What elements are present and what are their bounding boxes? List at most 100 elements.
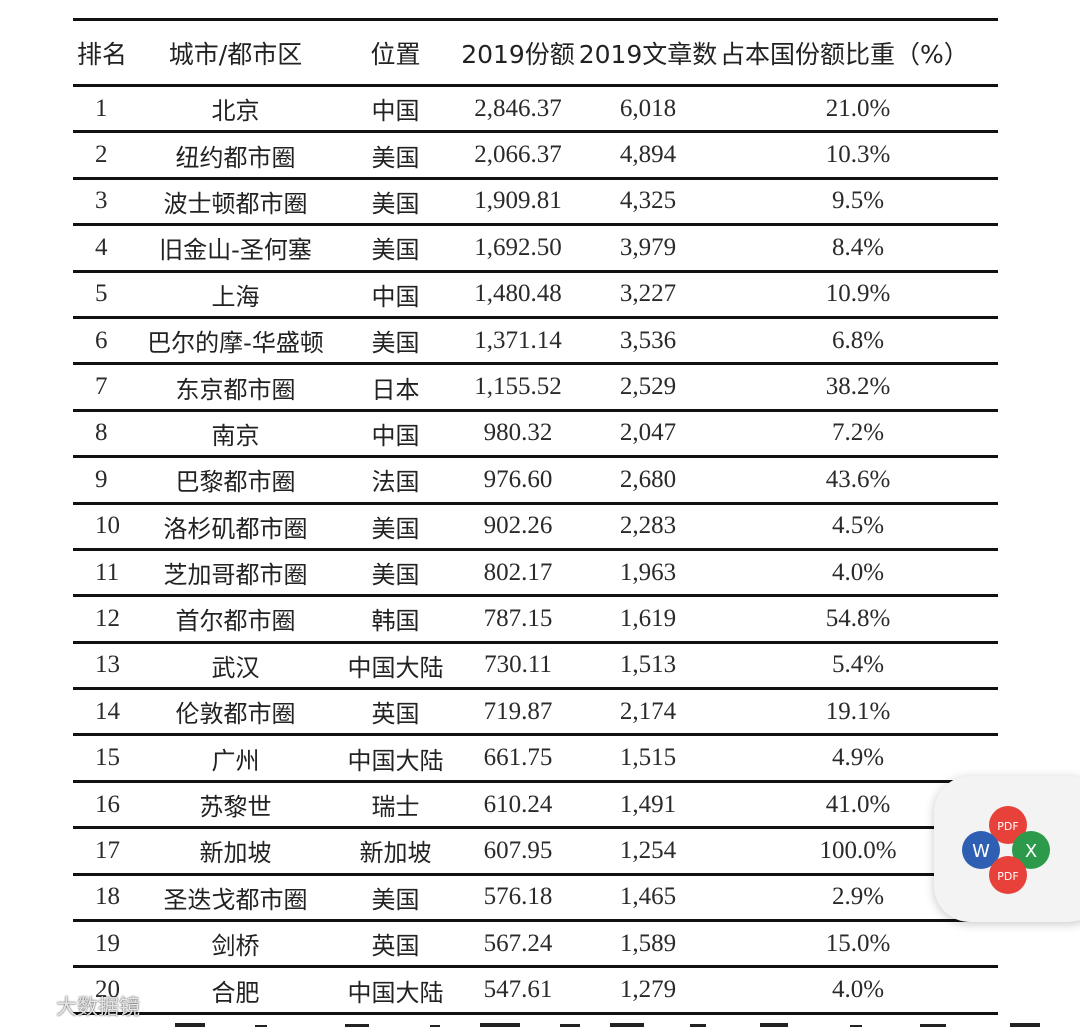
header-row: 排名 城市/都市区 位置 2019份额 2019文章数 占本国份额比重（%） xyxy=(73,19,998,86)
ranking-table: 排名 城市/都市区 位置 2019份额 2019文章数 占本国份额比重（%） 1… xyxy=(73,18,998,1015)
pdf-label: PDF xyxy=(997,820,1018,833)
table-row: 14 伦敦都市圈 英国 719.87 2,174 19.1% xyxy=(73,689,998,735)
rank-cell: 7 xyxy=(95,373,108,401)
table-row: 16 苏黎世 瑞士 610.24 1,491 41.0% xyxy=(73,781,998,828)
table-row: 12 首尔都市圈 韩国 787.15 1,619 54.8% xyxy=(73,596,998,643)
national-share-pct-cell: 100.0% xyxy=(819,836,897,864)
articles-2019-cell: 4,894 xyxy=(619,141,677,169)
rank-cell: 4 xyxy=(95,233,108,261)
next-page-cutoff xyxy=(0,1016,1080,1027)
watermark-logo-icon xyxy=(8,995,47,1015)
share-2019-cell: 567.24 xyxy=(483,929,553,957)
rank-cell: 18 xyxy=(95,883,120,911)
national-share-pct-cell: 4.0% xyxy=(831,976,885,1004)
national-share-pct-cell: 8.4% xyxy=(831,233,885,261)
city-cell: 苏黎世 xyxy=(199,793,272,822)
table-body: 1 北京 中国 2,846.37 6,018 21.0% 2 纽约都市圈美国 2,066.37 4… xyxy=(73,86,998,1014)
doc-converter-icons: PDF W X PDF xyxy=(962,806,1050,894)
location-cell: 美国 xyxy=(371,561,420,590)
doc-converter-widget[interactable]: PDF W X PDF xyxy=(934,776,1080,922)
location-cell: 美国 xyxy=(371,189,420,218)
national-share-pct-cell: 19.1% xyxy=(825,697,891,725)
articles-2019-cell: 4,325 xyxy=(619,187,677,215)
articles-2019-cell: 1,491 xyxy=(619,790,677,818)
share-2019-cell: 1,155.52 xyxy=(474,373,562,401)
location-cell: 英国 xyxy=(371,932,420,961)
table-row: 20 合肥 中国大陆 547.61 1,279 4.0% xyxy=(73,967,998,1014)
national-share-pct-cell: 4.5% xyxy=(831,512,885,540)
national-share-pct-cell: 7.2% xyxy=(831,419,885,447)
table-row: 4 旧金山-圣何塞 美国 1,692.50 3,979 8.4% xyxy=(73,225,998,272)
location-cell: 新加坡 xyxy=(359,839,432,868)
articles-2019-cell: 2,529 xyxy=(619,373,677,401)
location-cell: 法国 xyxy=(371,468,420,497)
city-cell: 上海 xyxy=(211,282,260,311)
share-2019-cell: 607.95 xyxy=(483,836,553,864)
share-2019-cell: 1,909.81 xyxy=(474,187,562,215)
word-icon: W xyxy=(962,831,1000,869)
pdf-icon: PDF xyxy=(989,806,1027,844)
location-cell: 美国 xyxy=(371,236,420,265)
articles-2019-cell: 1,619 xyxy=(619,604,677,632)
rank-cell: 2 xyxy=(95,141,108,169)
location-cell: 中国 xyxy=(371,421,420,450)
city-cell: 北京 xyxy=(211,97,260,126)
table-row: 2 纽约都市圈 美国 2,066.37 4,894 10.3% xyxy=(73,132,998,179)
city-cell: 伦敦都市圈 xyxy=(175,700,296,729)
header-share-2019: 2019份额 xyxy=(461,39,575,69)
word-label: W xyxy=(972,841,990,862)
location-cell: 英国 xyxy=(371,700,420,729)
header-national-share-pct: 占本国份额比重（%） xyxy=(720,39,969,69)
header-location: 位置 xyxy=(370,39,421,69)
location-cell: 中国大陆 xyxy=(347,978,444,1007)
pdf-label: PDF xyxy=(997,870,1018,883)
share-2019-cell: 1,480.48 xyxy=(474,280,562,308)
articles-2019-cell: 3,227 xyxy=(619,280,677,308)
excel-label: X xyxy=(1025,841,1037,862)
table-row: 6 巴尔的摩-华盛顿 美国 1,371.14 3,536 6.8% xyxy=(73,317,998,364)
table-row: 3 波士顿都市圈 美国 1,909.81 4,325 9.5% xyxy=(73,178,998,225)
location-cell: 中国大陆 xyxy=(347,746,444,775)
national-share-pct-cell: 10.3% xyxy=(825,141,891,169)
city-cell: 巴黎都市圈 xyxy=(175,468,296,497)
location-cell: 美国 xyxy=(371,514,420,543)
national-share-pct-cell: 5.4% xyxy=(831,651,885,679)
articles-2019-cell: 3,979 xyxy=(619,233,677,261)
national-share-pct-cell: 9.5% xyxy=(831,187,885,215)
share-2019-cell: 980.32 xyxy=(483,419,553,447)
city-cell: 首尔都市圈 xyxy=(175,607,296,636)
rank-cell: 11 xyxy=(95,558,120,586)
share-2019-cell: 576.18 xyxy=(483,883,553,911)
table-row: 15 广州 中国大陆 661.75 1,515 4.9% xyxy=(73,735,998,782)
rank-cell: 20 xyxy=(95,976,120,1004)
table-row: 1 北京 中国 2,846.37 6,018 21.0% xyxy=(73,86,998,132)
rank-cell: 13 xyxy=(95,651,120,679)
articles-2019-cell: 1,279 xyxy=(619,976,677,1004)
articles-2019-cell: 1,963 xyxy=(619,558,677,586)
rank-cell: 8 xyxy=(95,419,108,447)
national-share-pct-cell: 2.9% xyxy=(831,883,885,911)
rank-cell: 6 xyxy=(95,326,108,354)
city-cell: 合肥 xyxy=(211,978,260,1007)
table-row: 5 上海 中国 1,480.48 3,227 10.9% xyxy=(73,271,998,318)
share-2019-cell: 547.61 xyxy=(483,976,553,1004)
share-2019-cell: 2,066.37 xyxy=(474,141,562,169)
national-share-pct-cell: 21.0% xyxy=(825,94,891,122)
share-2019-cell: 719.87 xyxy=(483,697,553,725)
city-cell: 南京 xyxy=(211,421,260,450)
articles-2019-cell: 1,254 xyxy=(619,836,677,864)
location-cell: 中国 xyxy=(371,282,420,311)
national-share-pct-cell: 15.0% xyxy=(825,929,891,957)
location-cell: 韩国 xyxy=(371,607,420,636)
rank-cell: 17 xyxy=(95,836,120,864)
articles-2019-cell: 2,680 xyxy=(619,465,677,493)
national-share-pct-cell: 41.0% xyxy=(825,790,891,818)
ranking-table-container: 排名 城市/都市区 位置 2019份额 2019文章数 占本国份额比重（%） 1… xyxy=(73,18,998,1015)
table-row: 7 东京都市圈 日本 1,155.52 2,529 38.2% xyxy=(73,364,998,411)
national-share-pct-cell: 10.9% xyxy=(825,280,891,308)
share-2019-cell: 802.17 xyxy=(483,558,553,586)
table-row: 8 南京 中国 980.32 2,047 7.2% xyxy=(73,410,998,457)
city-cell: 波士顿都市圈 xyxy=(163,189,308,218)
city-cell: 纽约都市圈 xyxy=(175,143,296,172)
share-2019-cell: 610.24 xyxy=(483,790,553,818)
